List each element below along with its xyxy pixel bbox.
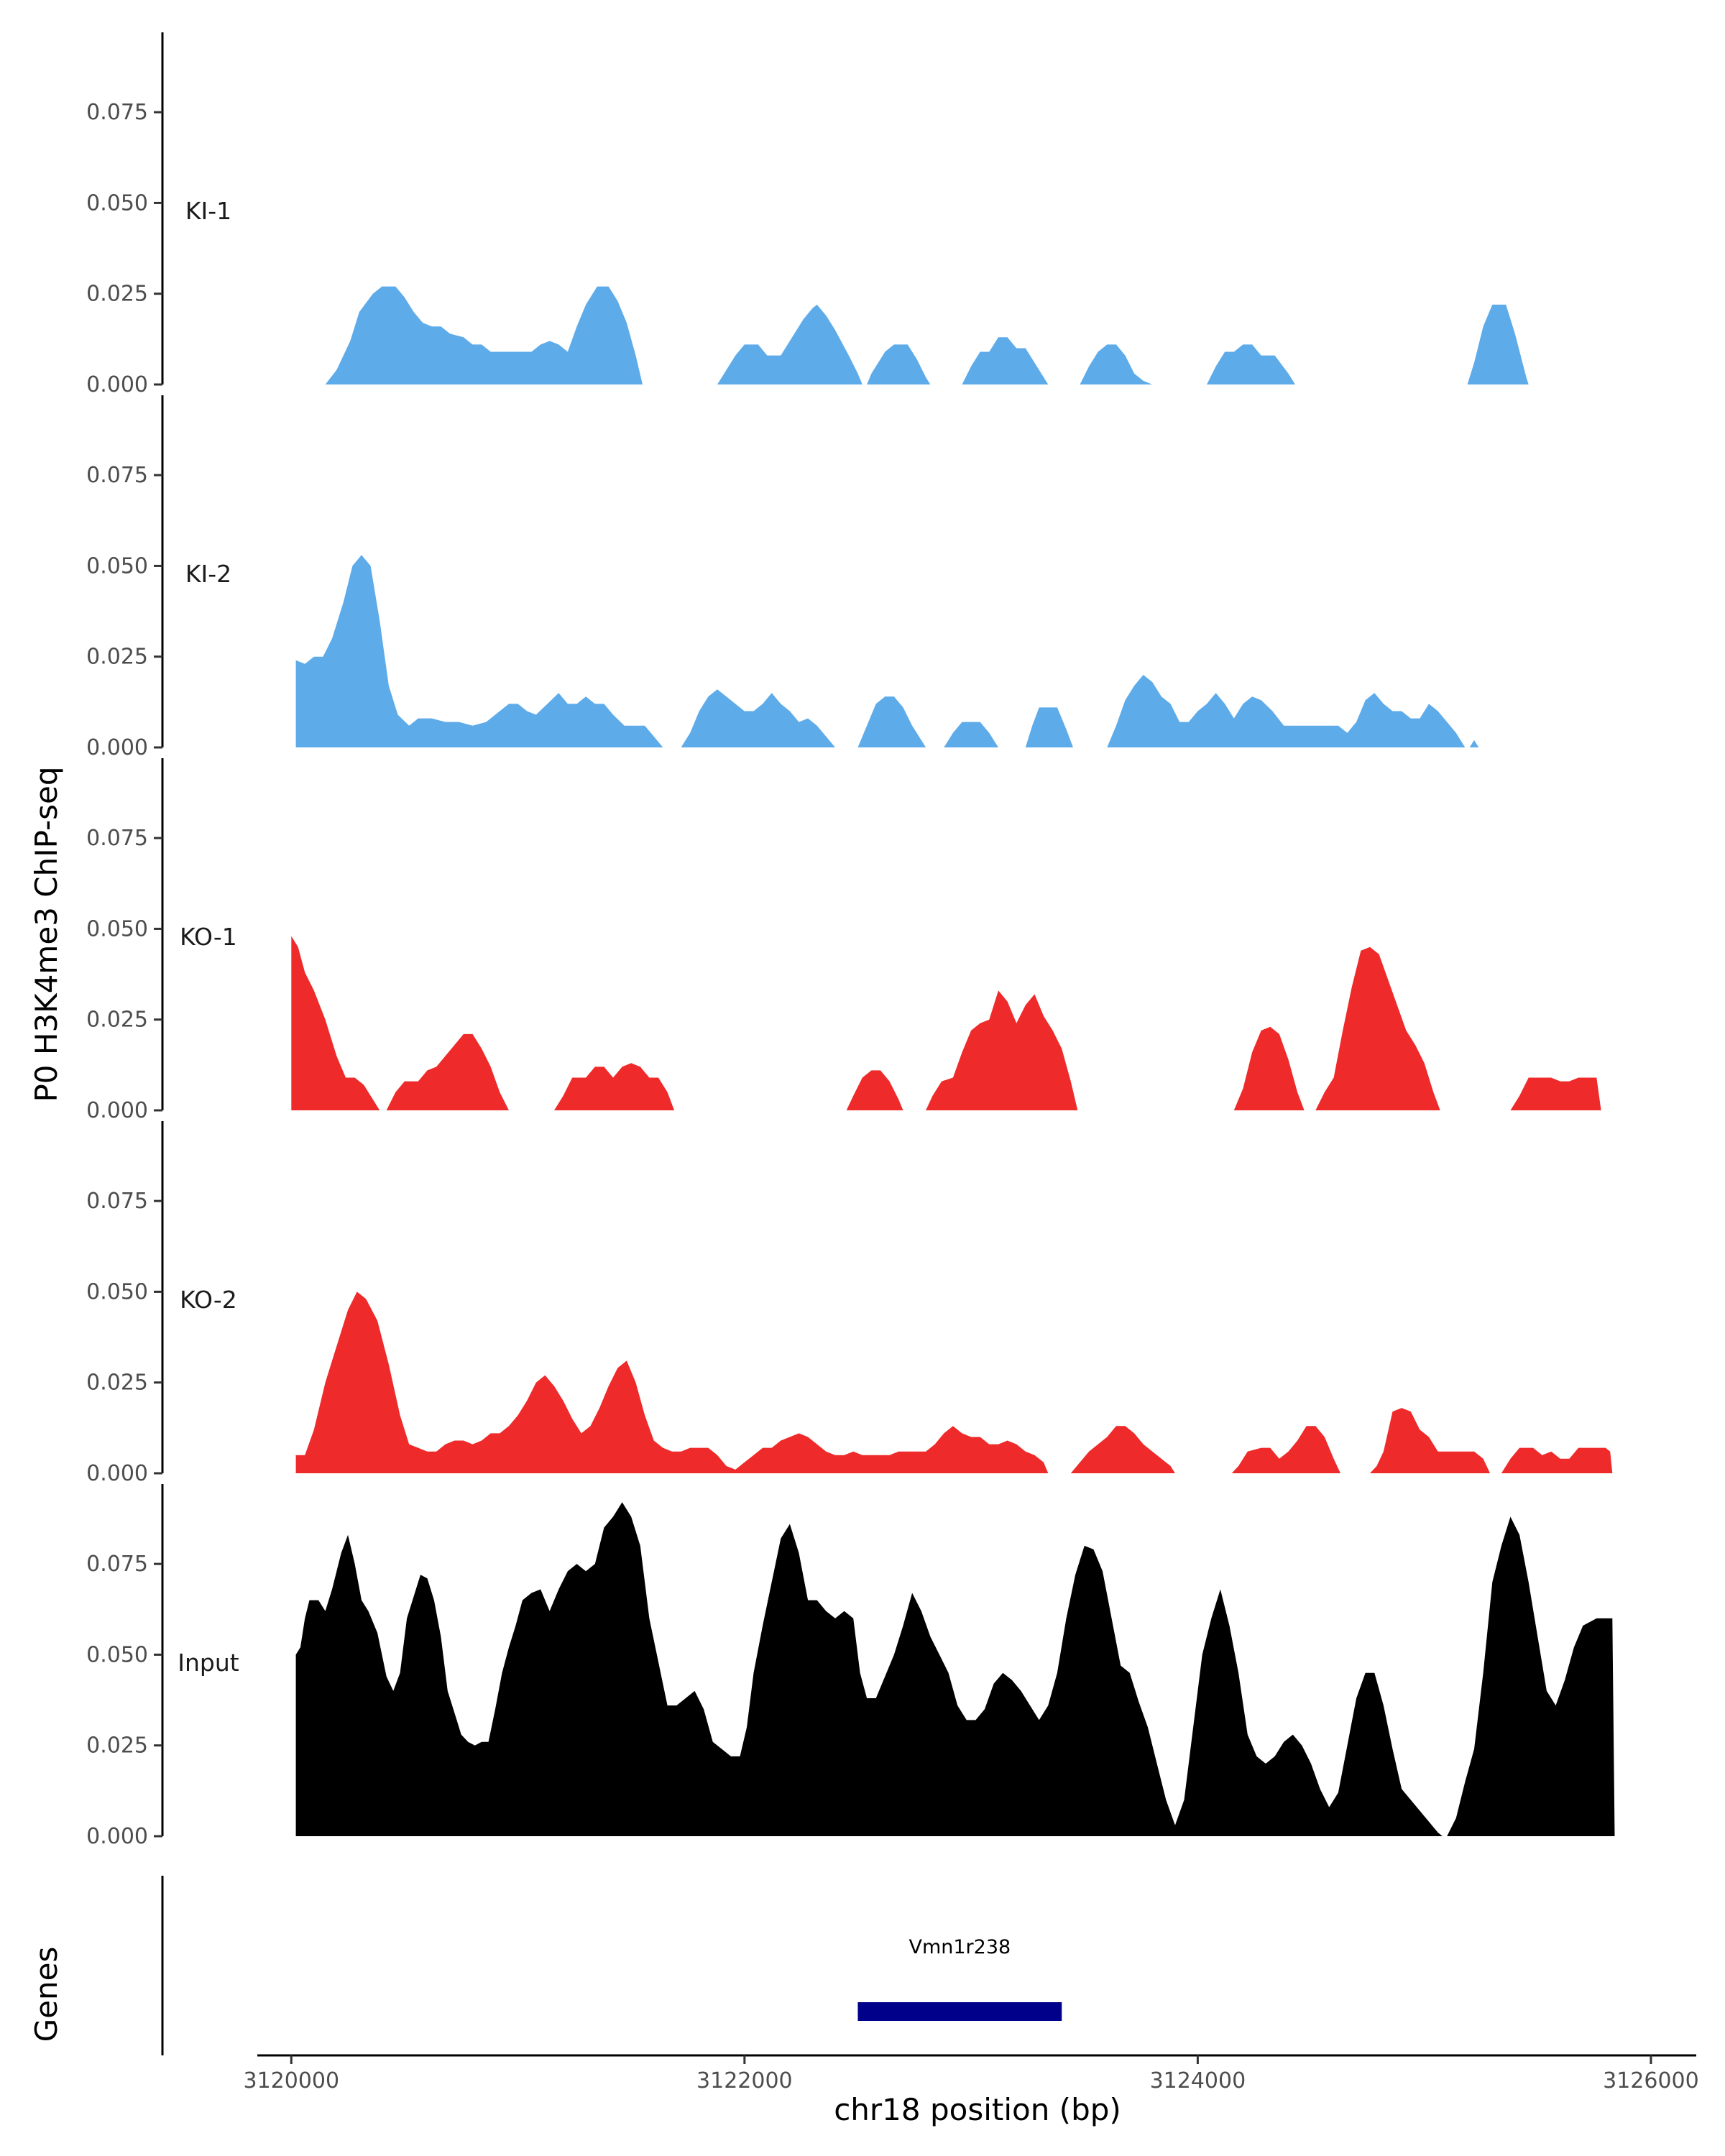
y-tick-label: 0.050 <box>86 190 148 216</box>
y-tick-label: 0.025 <box>86 1370 148 1396</box>
x-tick-label: 3124000 <box>1150 2068 1246 2093</box>
y-tick-label: 0.075 <box>86 463 148 488</box>
y-tick-label: 0.025 <box>86 1733 148 1759</box>
track-label: KI-1 <box>185 197 231 225</box>
y-tick-label: 0.000 <box>86 735 148 760</box>
signal-area-ki-2 <box>295 555 1479 747</box>
y-tick-label: 0.025 <box>86 1008 148 1033</box>
x-axis: 3120000 3122000 3124000 3126000 <box>243 2054 1699 2093</box>
signal-area-ki-1 <box>295 286 1529 384</box>
y-tick-label: 0.050 <box>86 553 148 579</box>
track-ki-2: 0.000 0.025 0.050 0.075 KI-2 <box>86 395 1479 760</box>
gene-label: Vmn1r238 <box>909 1936 1011 1958</box>
track-label: Input <box>178 1649 239 1677</box>
track-label: KO-2 <box>180 1286 237 1314</box>
y-tick-label: 0.000 <box>86 1098 148 1123</box>
y-tick-label: 0.075 <box>86 1189 148 1214</box>
gene-track: Vmn1r238 <box>161 1876 1062 2055</box>
x-tick-label: 3122000 <box>696 2068 793 2093</box>
x-tick-label: 3126000 <box>1603 2068 1699 2093</box>
signal-area-input <box>295 1502 1615 1836</box>
y-tick-label: 0.000 <box>86 1824 148 1849</box>
y-tick-label: 0.075 <box>86 100 148 125</box>
track-input: 0.000 0.025 0.050 0.075 Input <box>86 1484 1615 1849</box>
x-axis-title: chr18 position (bp) <box>834 2092 1121 2127</box>
y-tick-label: 0.000 <box>86 372 148 397</box>
track-label: KI-2 <box>185 560 231 588</box>
y-tick-label: 0.075 <box>86 826 148 851</box>
y-tick-label: 0.050 <box>86 916 148 941</box>
y-tick-label: 0.050 <box>86 1279 148 1304</box>
y-tick-label: 0.000 <box>86 1461 148 1486</box>
x-tick-label: 3120000 <box>243 2068 339 2093</box>
track-label: KO-1 <box>180 923 237 951</box>
track-ko-2: 0.000 0.025 0.050 0.075 KO-2 <box>86 1121 1613 1486</box>
signal-tracks: 0.0000.0250.0500.075KI-10.0000.0250.0500… <box>86 32 1615 1849</box>
signal-area-ko-1 <box>291 936 1601 1110</box>
y-axis-title: P0 H3K4me3 ChIP-seq <box>29 766 64 1102</box>
track-ko-1: 0.000 0.025 0.050 0.075 KO-1 <box>86 758 1601 1123</box>
y-tick-label: 0.075 <box>86 1552 148 1577</box>
gene-body <box>857 2002 1062 2021</box>
gene-track-title: Genes <box>29 1947 64 2042</box>
y-tick-label: 0.050 <box>86 1642 148 1667</box>
signal-area-ko-2 <box>295 1291 1613 1473</box>
y-tick-label: 0.025 <box>86 282 148 307</box>
y-tick-label: 0.025 <box>86 645 148 670</box>
track-ki-1: 0.000 0.025 0.050 0.075 KI-1 <box>86 32 1529 397</box>
